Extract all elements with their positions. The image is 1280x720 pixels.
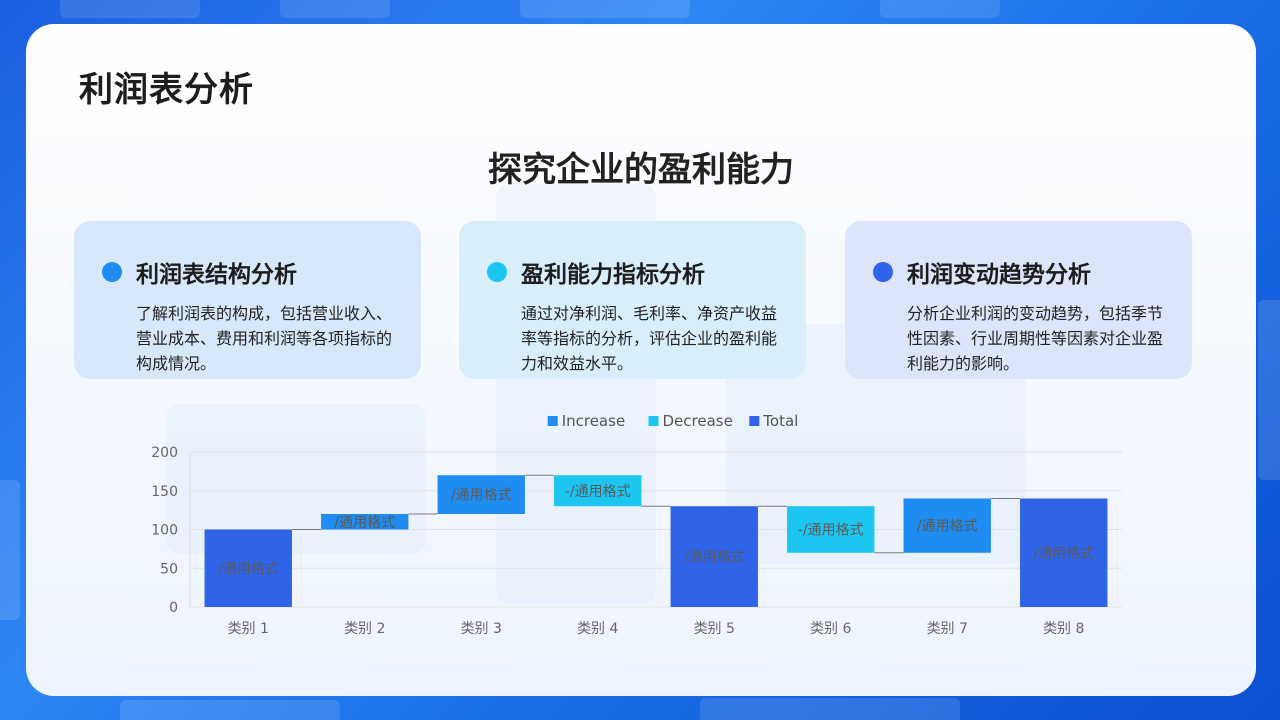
waterfall-bar [1020, 498, 1108, 607]
waterfall-bar [554, 475, 642, 507]
card-title: 利润表结构分析 [136, 262, 297, 288]
waterfall-bar [787, 506, 875, 553]
waterfall-bar [204, 529, 292, 607]
y-tick-label: 50 [160, 561, 178, 577]
y-tick-label: 0 [169, 600, 178, 616]
x-category-label: 类别 3 [461, 621, 502, 637]
card-profitability-indicators: 盈利能力指标分析 通过对净利润、毛利率、净资产收益率等指标的分析，评估企业的盈利… [459, 221, 806, 379]
x-category-label: 类别 1 [228, 621, 269, 637]
y-tick-label: 200 [151, 445, 178, 461]
waterfall-bar [903, 498, 991, 553]
y-tick-label: 100 [151, 523, 178, 539]
waterfall-bar [321, 514, 409, 530]
x-category-label: 类别 2 [344, 621, 385, 637]
card-description: 分析企业利润的变动趋势，包括季节性因素、行业周期性等因素对企业盈利能力的影响。 [907, 304, 1164, 373]
bar-data-label: /通用格式 [334, 515, 395, 531]
bullet-dot-icon [873, 262, 893, 282]
legend-label: Total [762, 412, 798, 430]
card-description: 了解利润表的构成，包括营业收入、营业成本、费用和利润等各项指标的构成情况。 [136, 304, 393, 373]
bar-data-label: /通用格式 [684, 550, 745, 566]
waterfall-bar [437, 475, 525, 514]
legend-swatch [749, 416, 760, 426]
subtitle: 探究企业的盈利能力 [488, 150, 794, 190]
bar-data-label: -/通用格式 [798, 523, 864, 539]
x-category-label: 类别 4 [577, 621, 618, 637]
x-category-label: 类别 8 [1043, 621, 1084, 637]
bar-data-label: /通用格式 [218, 561, 279, 577]
bar-data-label: /通用格式 [917, 519, 978, 535]
card-structure-analysis: 利润表结构分析 了解利润表的构成，包括营业收入、营业成本、费用和利润等各项指标的… [74, 221, 421, 379]
legend-swatch [648, 416, 659, 426]
card-title: 盈利能力指标分析 [521, 262, 705, 288]
bar-data-label: /通用格式 [451, 488, 512, 504]
legend-label: Decrease [663, 412, 733, 430]
bullet-dot-icon [102, 262, 122, 282]
bar-data-label: /通用格式 [1033, 546, 1094, 562]
card-profit-trend-analysis: 利润变动趋势分析 分析企业利润的变动趋势，包括季节性因素、行业周期性等因素对企业… [845, 221, 1192, 379]
y-tick-label: 150 [151, 484, 178, 500]
bar-data-label: -/通用格式 [565, 484, 631, 500]
x-category-label: 类别 7 [927, 621, 968, 637]
card-description: 通过对净利润、毛利率、净资产收益率等指标的分析，评估企业的盈利能力和效益水平。 [521, 304, 778, 373]
x-category-label: 类别 6 [810, 621, 851, 637]
legend-label: Increase [562, 412, 625, 430]
waterfall-bar [670, 506, 758, 607]
bullet-dot-icon [487, 262, 507, 282]
card-title: 利润变动趋势分析 [907, 262, 1091, 288]
slide-panel: 利润表分析 探究企业的盈利能力 利润表结构分析 了解利润表的构成，包括营业收入、… [26, 24, 1256, 696]
page-title: 利润表分析 [79, 70, 254, 110]
legend-swatch [547, 416, 558, 426]
x-category-label: 类别 5 [694, 621, 735, 637]
